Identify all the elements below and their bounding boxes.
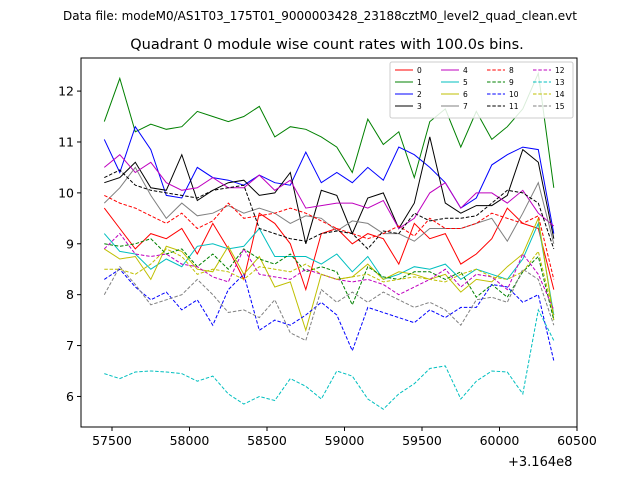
x-tick-label: 60000 [480, 433, 520, 448]
series-line-13 [104, 308, 555, 410]
legend-label-2: 2 [417, 90, 422, 99]
x-tick-label: 59500 [402, 433, 442, 448]
plot-frame [80, 57, 578, 428]
legend-label-13: 13 [555, 78, 565, 87]
legend-label-15: 15 [555, 102, 565, 111]
y-tick-label: 9 [66, 236, 74, 251]
plot-area [103, 71, 555, 410]
series-line-2 [103, 125, 555, 234]
legend-label-12: 12 [555, 66, 565, 75]
x-tick-label: 59000 [325, 433, 365, 448]
data-file-label: Data file: modeM0/AS1T03_175T01_90000034… [63, 9, 577, 23]
y-tick-label: 10 [58, 185, 74, 200]
legend-label-8: 8 [509, 66, 514, 75]
x-tick-label: 57500 [92, 433, 132, 448]
x-tick-label: 60500 [557, 433, 597, 448]
series-line-9 [104, 238, 555, 321]
x-tick-label: 58000 [170, 433, 210, 448]
legend-label-4: 4 [463, 66, 468, 75]
series-line-10 [104, 268, 555, 361]
series-line-8 [104, 194, 555, 280]
legend-label-1: 1 [417, 78, 422, 87]
legend-label-11: 11 [509, 102, 519, 111]
legend-label-10: 10 [509, 90, 519, 99]
x-tick-label: 58500 [247, 433, 287, 448]
series-line-15 [103, 265, 555, 342]
y-tick-label: 6 [66, 389, 74, 404]
x-offset-label: +3.164e8 [508, 455, 572, 470]
legend-label-7: 7 [463, 102, 468, 111]
legend-label-6: 6 [463, 90, 468, 99]
series-line-0 [103, 207, 555, 292]
legend-box [389, 61, 574, 119]
series-line-4 [103, 154, 555, 230]
series-line-3 [104, 136, 555, 244]
legend-label-9: 9 [509, 78, 514, 87]
legend-label-3: 3 [417, 102, 422, 111]
y-tick-label: 11 [58, 134, 74, 149]
legend-label-0: 0 [417, 66, 422, 75]
series-line-14 [104, 248, 555, 316]
series-line-11 [104, 169, 555, 250]
legend-label-14: 14 [555, 90, 565, 99]
y-tick-label: 8 [66, 287, 74, 302]
axes: 57500 58000 58500 59000 59500 60000 60500 6 7 8 9 1… [58, 84, 597, 448]
legend-label-5: 5 [463, 78, 468, 87]
y-tick-label: 12 [58, 84, 74, 99]
chart-title: Quadrant 0 module wise count rates with … [130, 37, 524, 53]
y-tick-label: 7 [66, 338, 74, 353]
